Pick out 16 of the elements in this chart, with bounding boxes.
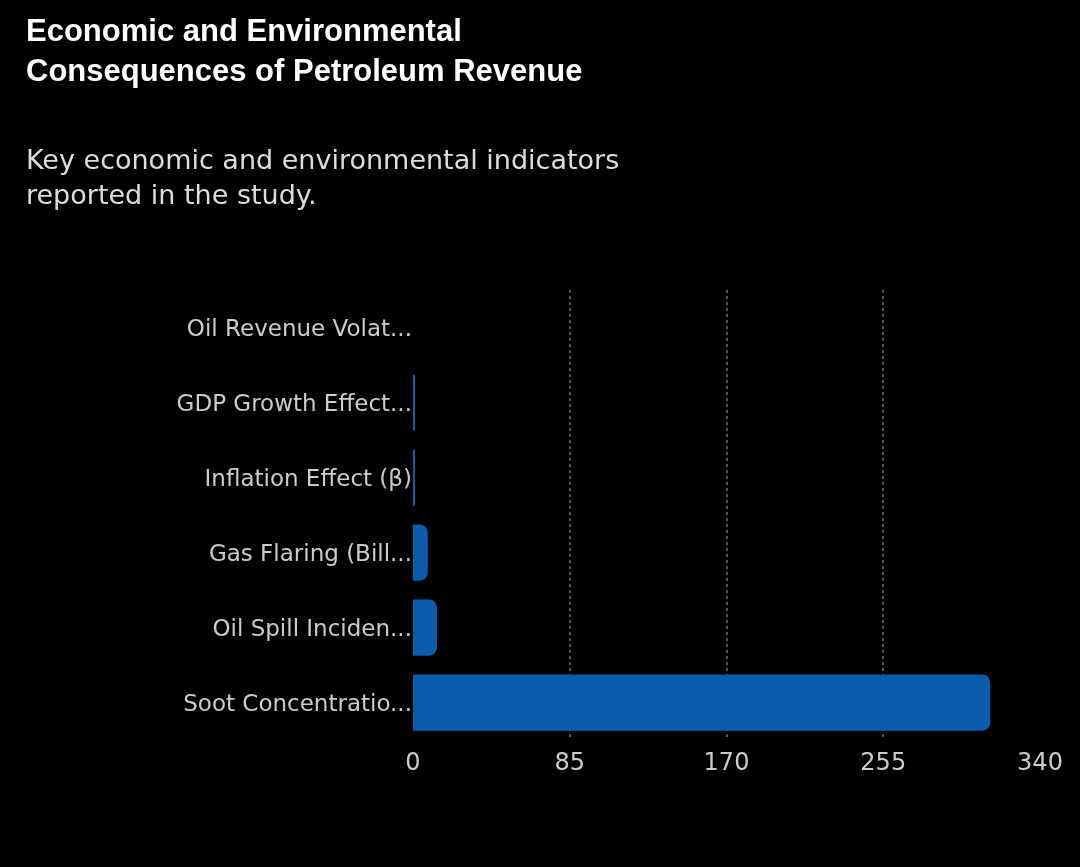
- bar: [413, 599, 437, 656]
- x-tick-label: 85: [554, 747, 586, 776]
- x-tick-label: 0: [405, 747, 421, 776]
- x-tick-label: 340: [1017, 747, 1063, 776]
- y-tick-label: Oil Revenue Volat...: [186, 314, 412, 341]
- y-tick-label: Gas Flaring (Bill...: [208, 539, 412, 566]
- y-tick-label: Oil Spill Inciden...: [212, 614, 412, 641]
- bar: [413, 674, 991, 731]
- chart-subtitle: Key economic and environmental indicators reported in the study.: [26, 144, 620, 211]
- y-tick-label: Soot Concentratio...: [183, 689, 412, 716]
- y-tick-label: Inflation Effect (β): [204, 464, 412, 491]
- y-tick-label: GDP Growth Effect...: [176, 389, 412, 416]
- bar: [413, 524, 428, 581]
- x-tick-label: 255: [860, 747, 907, 776]
- chart-title: Economic and Environmental Consequences of Petroleum Revenue: [26, 13, 583, 89]
- x-tick-label: 170: [703, 747, 750, 776]
